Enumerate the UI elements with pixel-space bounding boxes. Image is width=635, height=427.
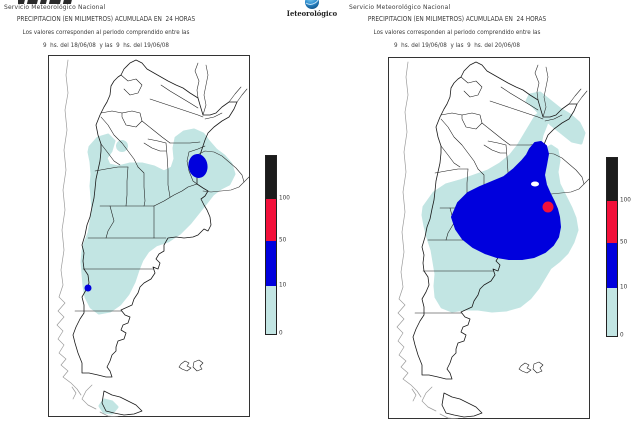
map-subtitle: Los valores corresponden al periodo comp…	[22, 28, 190, 36]
map-period: 9 hs. del 18/06/08 y las 9 hs. del 19/06…	[43, 41, 169, 49]
colorbar-tick-50: 50	[620, 238, 628, 246]
malvinas-islands	[192, 359, 204, 372]
colorbar-segment-50-100	[266, 199, 276, 241]
center-logo-text: Ieteorológico	[286, 9, 338, 18]
colorbar-segment-10-50	[266, 241, 276, 286]
precipitation-map-19-20	[388, 57, 590, 419]
province-borders	[74, 74, 223, 312]
panel-precip-19-20: Servicio Meteorológico Nacional PRECIPIT…	[345, 0, 635, 427]
colorbar-tick-100: 100	[620, 196, 631, 204]
colorbar-segment-10-50	[607, 243, 617, 288]
uruguay-border	[536, 152, 585, 195]
precip-heavy-layer	[451, 141, 561, 260]
agency-name: Servicio Meteorológico Nacional	[4, 3, 106, 11]
colorbar-scale	[606, 157, 618, 337]
colorbar: 100 50 10 0	[265, 155, 307, 347]
precipitation-map-18-19	[48, 55, 250, 417]
smn-center-logo: Ieteorológico	[283, 0, 341, 18]
malvinas-islands	[518, 362, 532, 374]
colorbar-tick-0: 0	[620, 331, 624, 339]
precip-extreme-spot	[542, 201, 554, 213]
colorbar-tick-100: 100	[279, 194, 290, 202]
agency-name: Servicio Meteorológico Nacional	[349, 3, 451, 11]
colorbar-segment-0-10	[266, 286, 276, 334]
tierra-del-fuego	[441, 392, 483, 418]
precip-heavy-layer	[84, 154, 208, 292]
colorbar-segment-50-100	[607, 201, 617, 243]
colorbar-segment-0-10	[607, 288, 617, 336]
map-title: PRECIPITACION (EN MILIMETROS) ACUMULADA …	[16, 15, 196, 23]
base-map-layer	[56, 59, 250, 417]
neighbor-borders	[194, 62, 250, 183]
argentina-outline	[412, 61, 578, 380]
map-subtitle: Los valores corresponden al periodo comp…	[373, 28, 541, 36]
colorbar-tick-10: 10	[620, 283, 628, 291]
colorbar-tick-10: 10	[279, 281, 287, 289]
malvinas-islands	[532, 361, 544, 374]
argentina-outline	[72, 59, 238, 378]
colorbar: 100 50 10 0	[606, 157, 635, 349]
map-title: PRECIPITACION (EN MILIMETROS) ACUMULADA …	[367, 15, 547, 23]
colorbar-tick-0: 0	[279, 329, 283, 337]
malvinas-islands	[178, 360, 192, 372]
tierra-del-fuego	[101, 390, 143, 416]
colorbar-segment-above-100	[607, 158, 617, 201]
uruguay-border	[196, 150, 245, 193]
neighbor-borders	[534, 64, 590, 185]
chile-coastline	[56, 59, 119, 417]
dry-gap	[531, 181, 539, 187]
colorbar-segment-above-100	[266, 156, 276, 199]
chile-coastline	[396, 61, 459, 419]
colorbar-tick-50: 50	[279, 236, 287, 244]
map-period: 9 hs. del 19/06/08 y las 9 hs. del 20/06…	[394, 41, 520, 49]
panel-precip-18-19: Servicio Meteorológico Nacional PRECIPIT…	[4, 3, 307, 417]
base-map-layer	[396, 61, 590, 419]
globe-icon	[305, 0, 319, 9]
colorbar-scale	[265, 155, 277, 335]
